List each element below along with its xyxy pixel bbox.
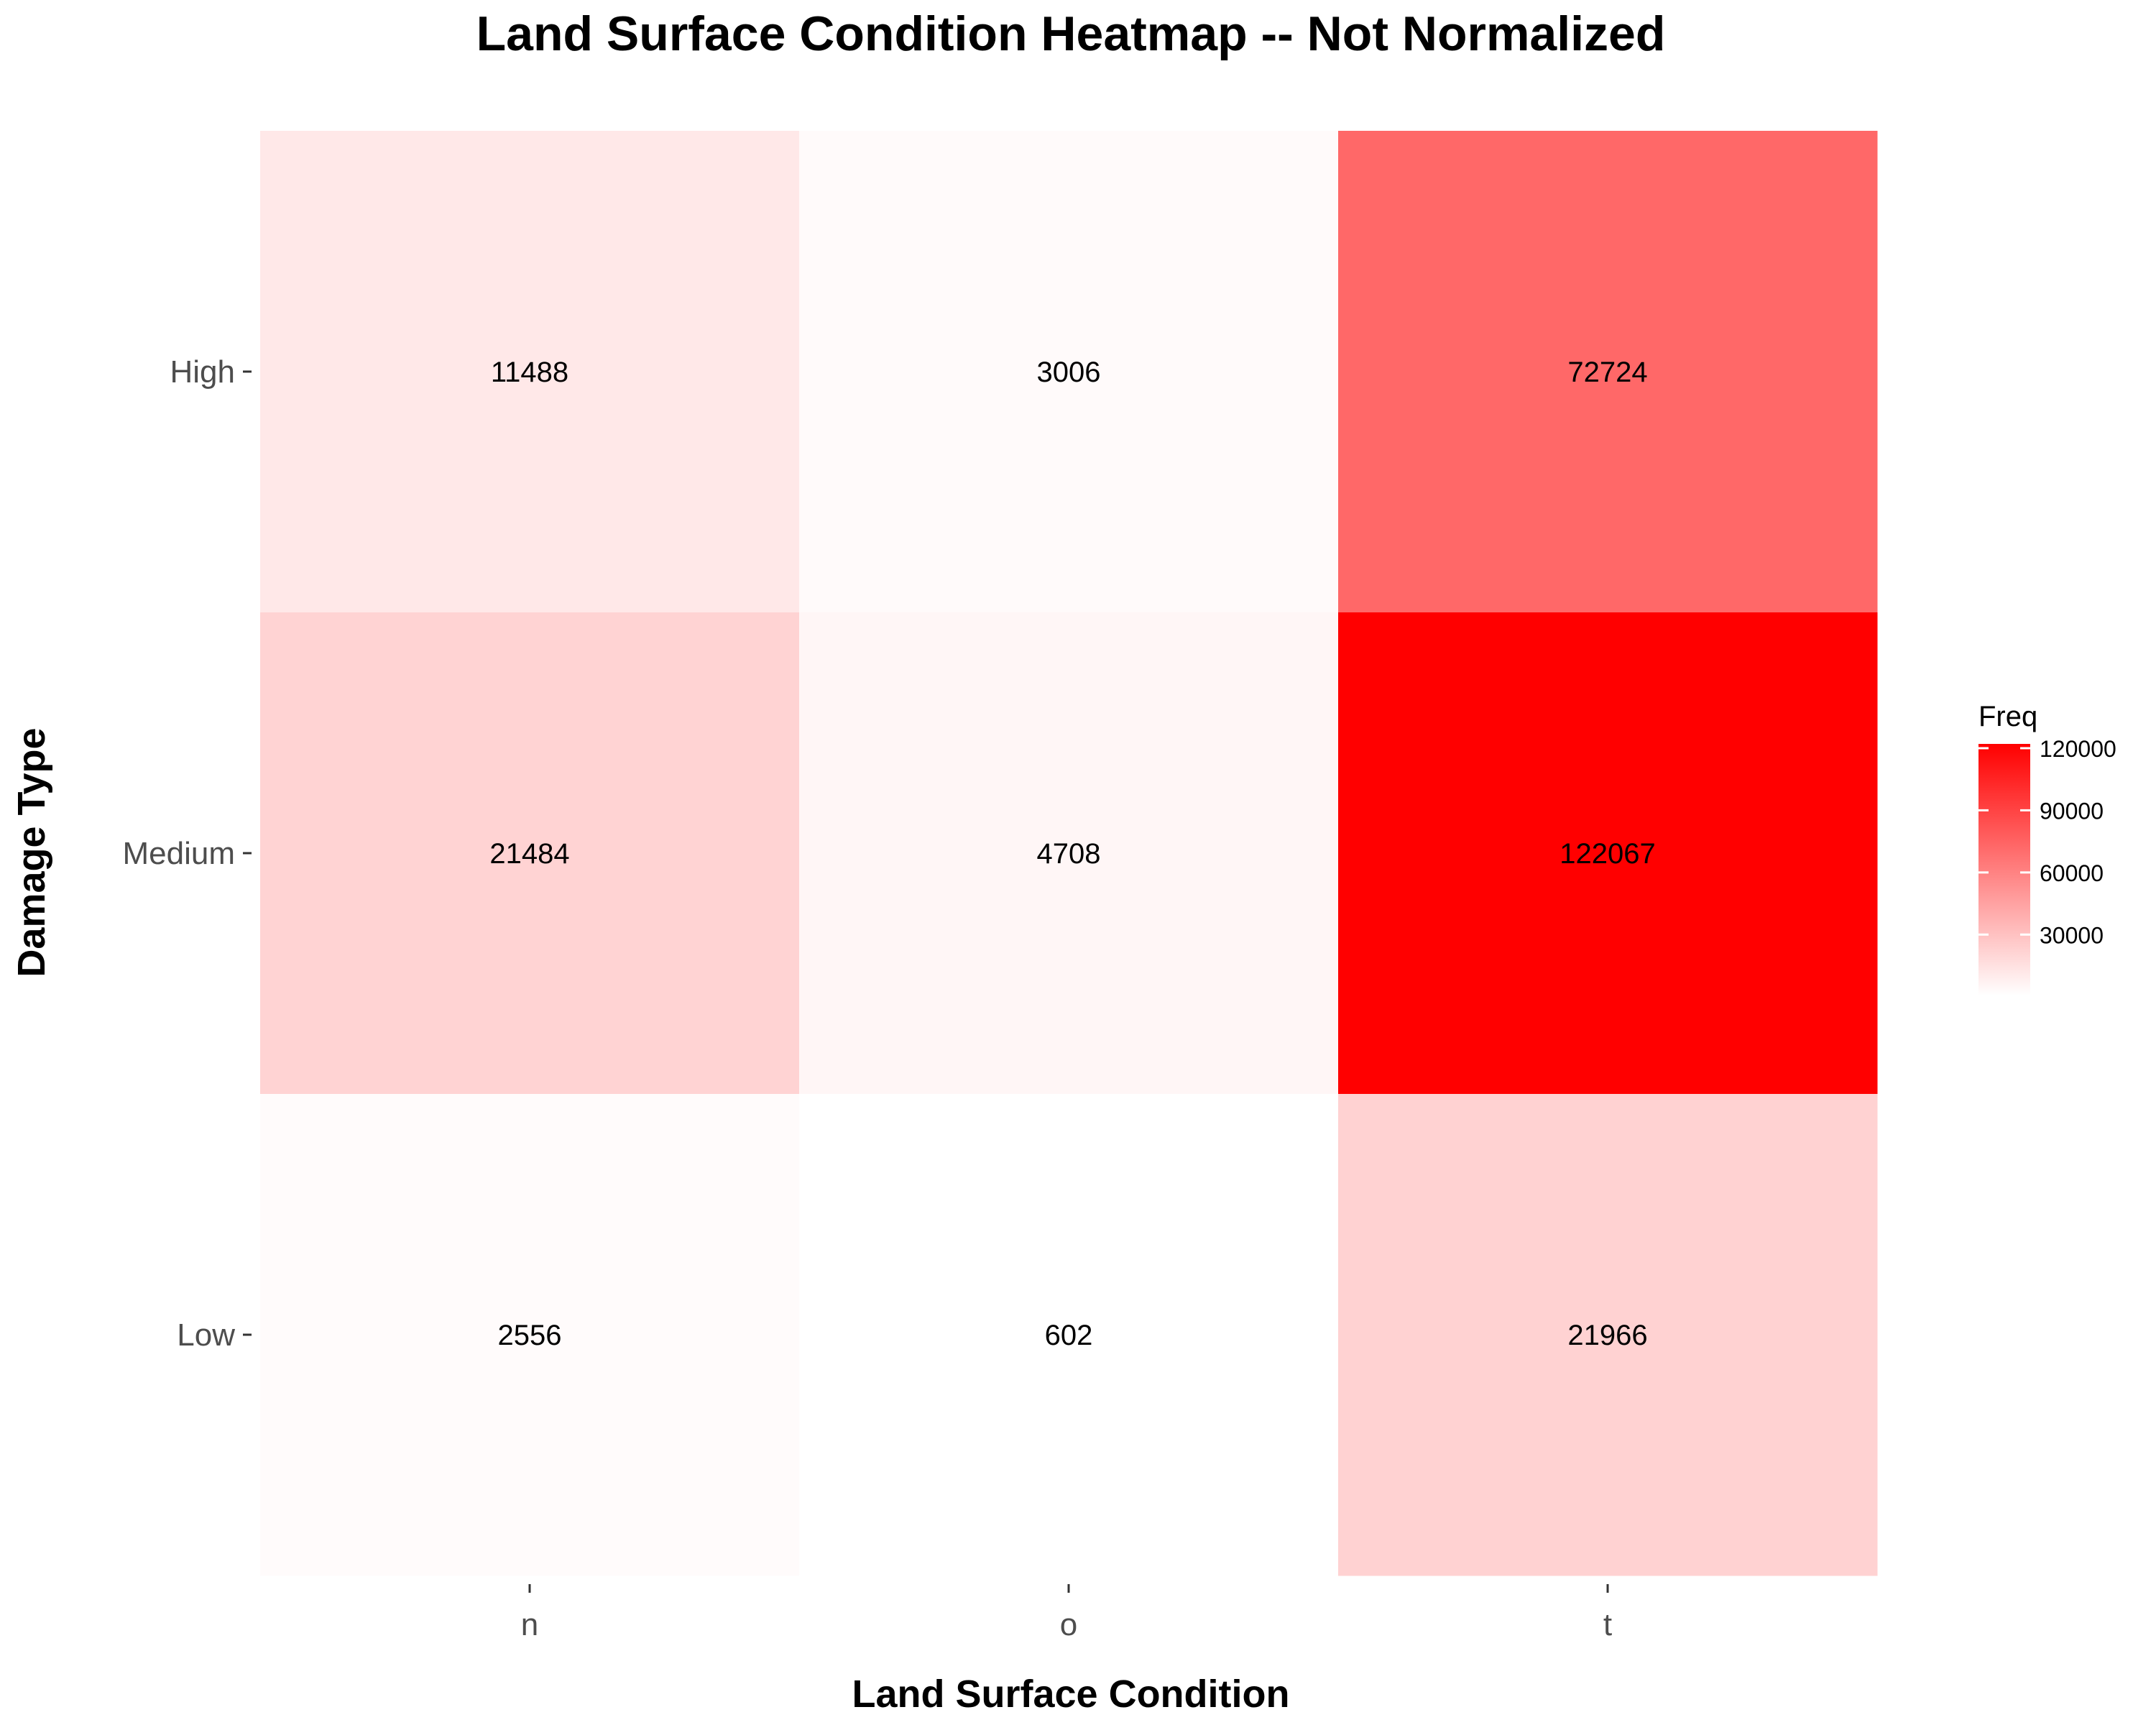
x-tick-label: o: [1060, 1607, 1077, 1642]
y-tick-label: Low: [177, 1317, 235, 1353]
x-tick-label: t: [1603, 1607, 1612, 1642]
color-legend: Freq 30000 60000 90000 120000: [1978, 701, 2116, 995]
legend-tick-label: 120000: [2040, 736, 2116, 762]
legend-tick-label: 30000: [2040, 922, 2104, 948]
cell-value-label: 2556: [498, 1320, 562, 1351]
x-tick-label: n: [521, 1607, 538, 1642]
legend-title: Freq: [1978, 701, 2037, 732]
cell-value-label: 3006: [1037, 356, 1101, 388]
y-tick-label: High: [170, 354, 236, 390]
legend-colorbar: [1978, 744, 2030, 995]
cell-value-label: 72724: [1567, 356, 1647, 388]
cell-value-label: 11488: [491, 356, 568, 388]
legend-tick-label: 90000: [2040, 798, 2104, 824]
heatmap-cell: [1338, 612, 1878, 1095]
cell-value-label: 21484: [489, 838, 569, 870]
heatmap-cell: [260, 612, 800, 1095]
heatmap-cell: [1338, 131, 1878, 613]
cell-value-label: 4708: [1037, 838, 1101, 870]
heatmap-cell: [799, 1094, 1339, 1576]
y-tick-label: Medium: [123, 836, 236, 871]
heatmap-cell: [799, 612, 1339, 1095]
x-axis-title: Land Surface Condition: [852, 1673, 1289, 1716]
heatmap-cell: [799, 131, 1339, 613]
heatmap-cell: [1338, 1094, 1878, 1576]
heatmap-cell-labels: 11488 3006 72724 21484 4708 122067 2556 602 2196…: [489, 356, 1655, 1351]
heatmap-cell: [260, 1094, 800, 1576]
y-axis-title: Damage Type: [10, 727, 53, 977]
heatmap-cells: [260, 131, 1878, 1576]
cell-value-label: 21966: [1567, 1320, 1647, 1351]
y-axis-ticks: High Medium Low: [123, 354, 252, 1353]
cell-value-label: 122067: [1560, 838, 1655, 870]
legend-tick-label: 60000: [2040, 860, 2104, 886]
cell-value-label: 602: [1045, 1320, 1093, 1351]
heatmap-cell: [260, 131, 800, 613]
legend-ticks: 30000 60000 90000 120000: [1978, 736, 2116, 948]
chart-title: Land Surface Condition Heatmap -- Not No…: [476, 6, 1666, 61]
